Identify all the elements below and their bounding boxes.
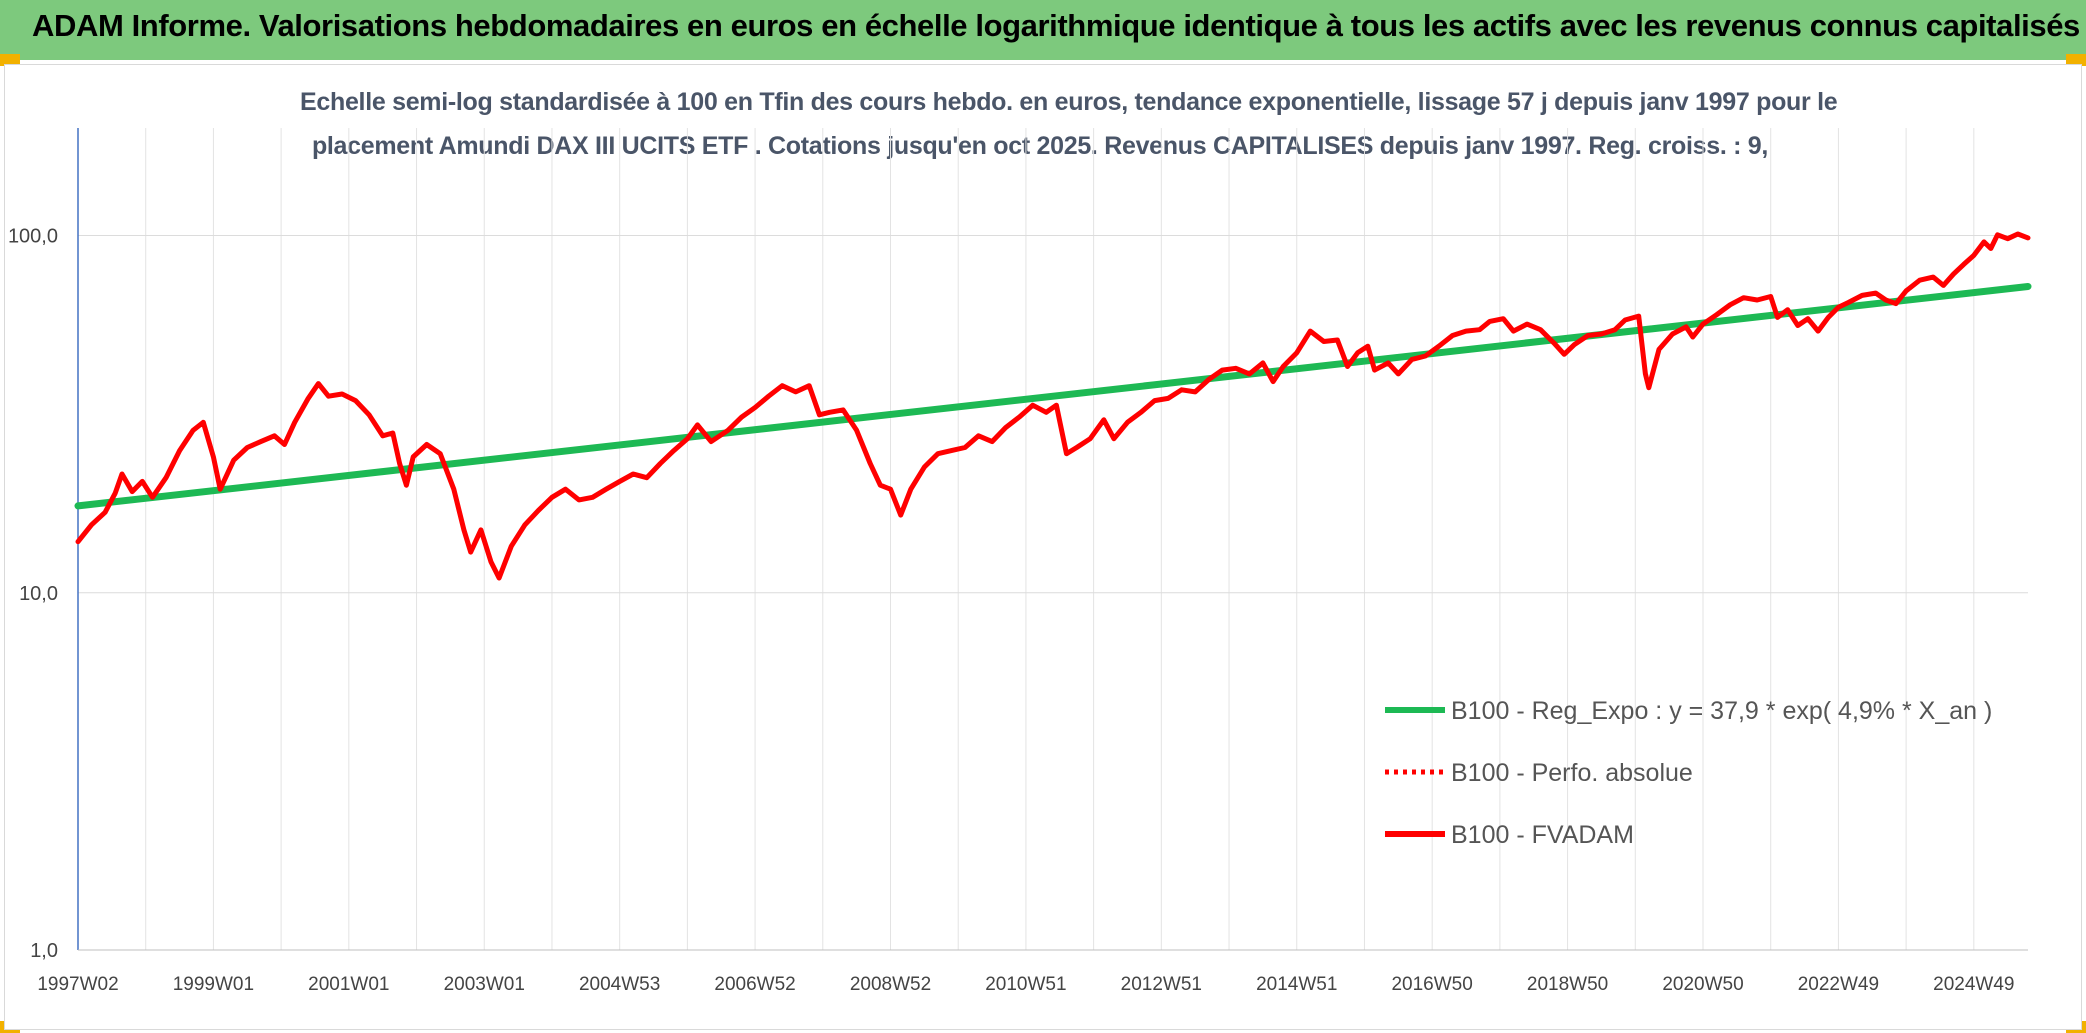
legend-label: B100 - Reg_Expo : y = 37,9 * exp( 4,9% *… bbox=[1451, 697, 1992, 725]
y-tick-label: 10,0 bbox=[19, 583, 58, 605]
y-tick-label: 100,0 bbox=[8, 226, 58, 248]
chart-tick-labels: 1,0 10,0 100,0 1997W02 1999W01 2001W01 2003W01… bbox=[8, 226, 2015, 995]
legend-label: B100 - FVADAM bbox=[1451, 821, 1634, 849]
x-tick-label: 2003W01 bbox=[444, 974, 525, 995]
x-tick-label: 2001W01 bbox=[308, 974, 389, 995]
corner-marker-top-right bbox=[2066, 54, 2086, 66]
chart-subtitle-line-1: Echelle semi-log standardisée à 100 en T… bbox=[300, 88, 1838, 116]
banner-title: ADAM Informe. Valorisations hebdomadaire… bbox=[32, 8, 2080, 43]
series-line-fvadam bbox=[75, 231, 2031, 581]
corner-marker-top-left bbox=[0, 54, 20, 66]
x-tick-label: 2022W49 bbox=[1798, 974, 1879, 995]
x-tick-label: 2016W50 bbox=[1391, 974, 1472, 995]
series-line-reg-expo bbox=[74, 283, 2032, 510]
x-tick-label: 2018W50 bbox=[1527, 974, 1608, 995]
legend-label: B100 - Perfo. absolue bbox=[1451, 759, 1693, 787]
chart-frame bbox=[4, 64, 2082, 1030]
x-tick-label: 2014W51 bbox=[1256, 974, 1337, 995]
y-tick-label: 1,0 bbox=[30, 940, 58, 962]
x-tick-label: 2024W49 bbox=[1933, 974, 2014, 995]
chart-series bbox=[74, 231, 2032, 581]
x-tick-label: 1999W01 bbox=[173, 974, 254, 995]
x-tick-label: 2020W50 bbox=[1662, 974, 1743, 995]
x-tick-label: 2004W53 bbox=[579, 974, 660, 995]
chart-axes bbox=[77, 128, 2028, 951]
chart-grid bbox=[77, 128, 2028, 951]
chart-subtitle-line-2: placement Amundi DAX III UCITS ETF . Cot… bbox=[311, 132, 1769, 160]
x-tick-label: 2006W52 bbox=[714, 974, 795, 995]
x-tick-label: 2010W51 bbox=[985, 974, 1066, 995]
chart-legend: B100 - Reg_Expo : y = 37,9 * exp( 4,9% *… bbox=[1385, 697, 1992, 849]
x-tick-label: 2012W51 bbox=[1121, 974, 1202, 995]
title-banner: ADAM Informe. Valorisations hebdomadaire… bbox=[0, 0, 2086, 60]
x-tick-label: 2008W52 bbox=[850, 974, 931, 995]
x-tick-label: 1997W02 bbox=[37, 974, 118, 995]
